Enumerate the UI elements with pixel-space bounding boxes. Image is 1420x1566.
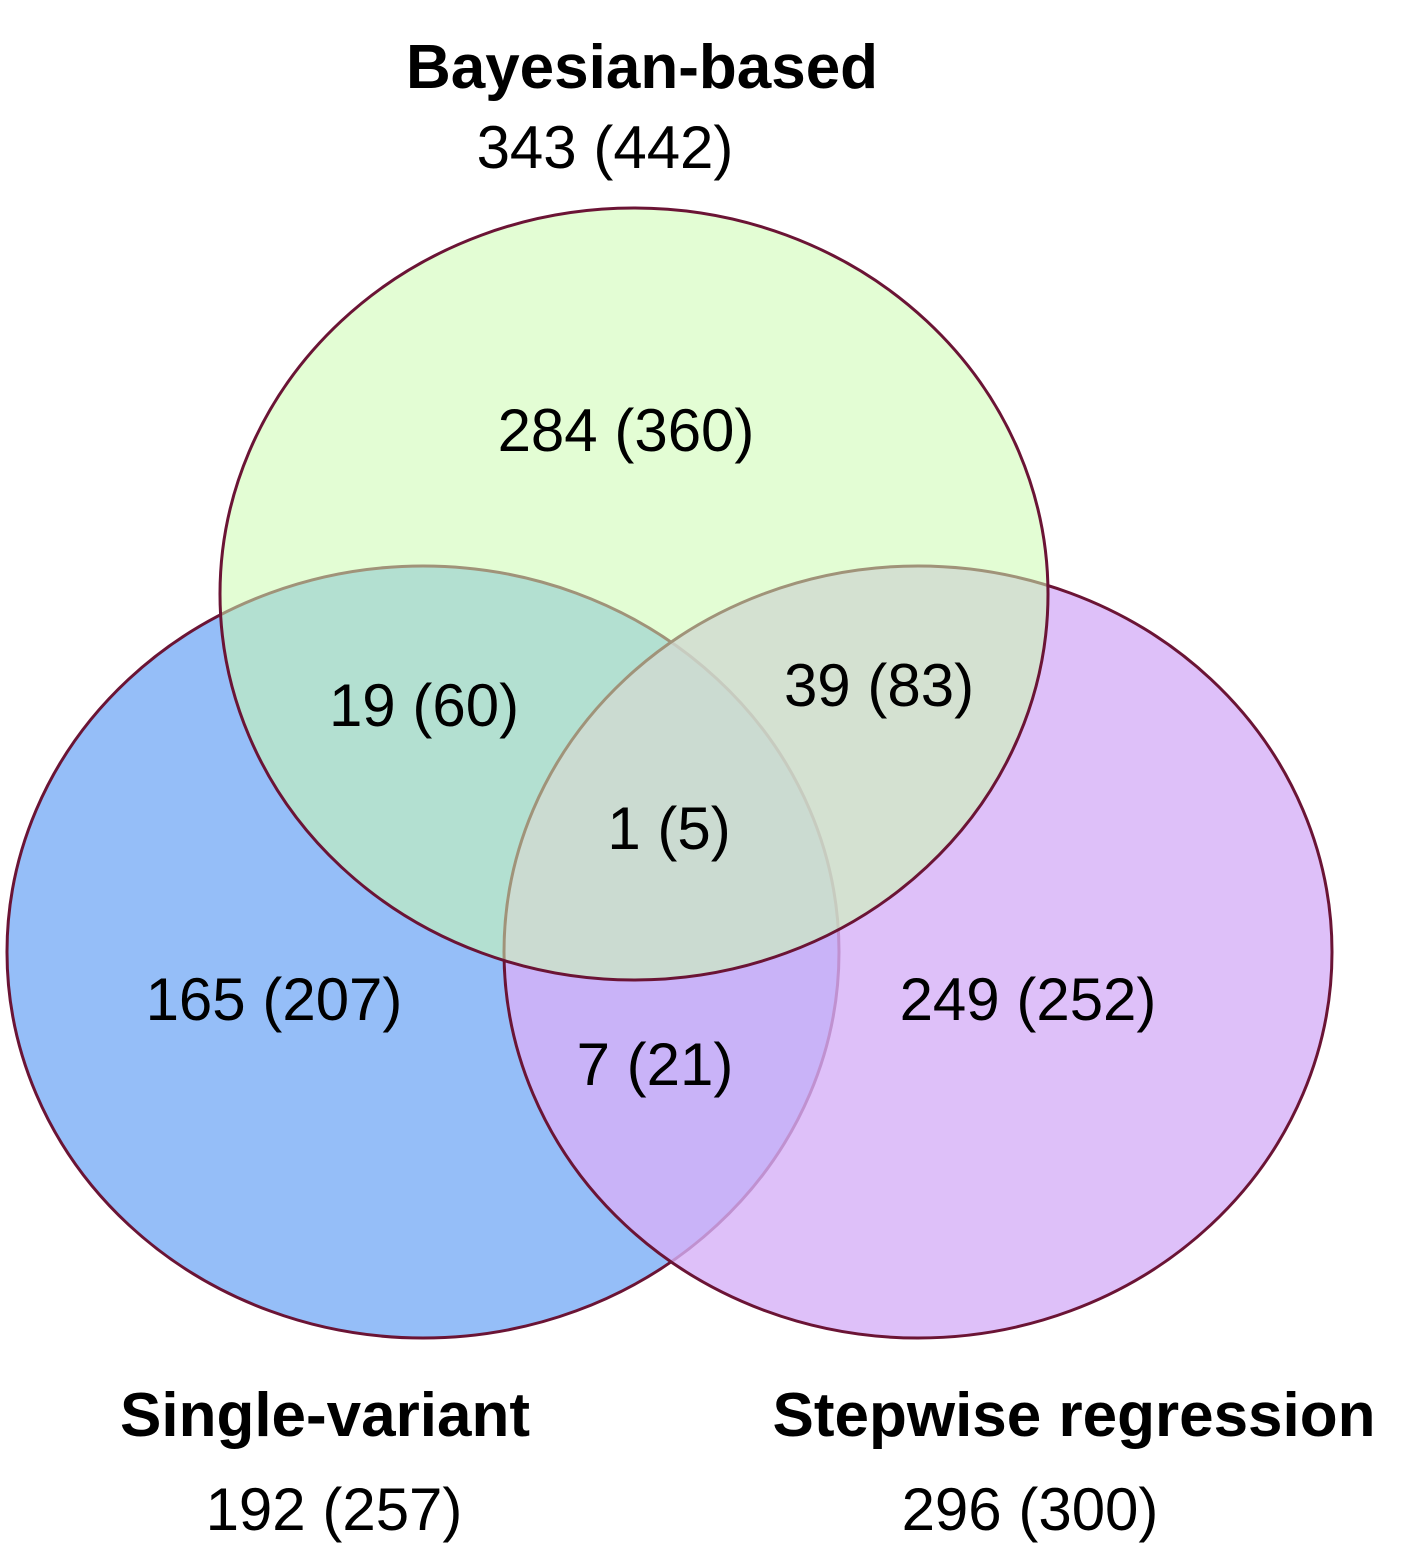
- region-bayesian-stepwise: 39 (83): [784, 652, 974, 719]
- bayesian-based-total: 343 (442): [477, 114, 734, 181]
- single-variant-total: 192 (257): [206, 1476, 463, 1543]
- region-bayesian-single: 19 (60): [329, 672, 519, 739]
- bayesian-based-title: Bayesian-based: [406, 33, 878, 102]
- region-all-three: 1 (5): [607, 795, 730, 862]
- region-bayesian-only: 284 (360): [498, 397, 755, 464]
- single-variant-title: Single-variant: [120, 1381, 530, 1450]
- stepwise-regression-title: Stepwise regression: [772, 1381, 1375, 1450]
- stepwise-regression-total: 296 (300): [902, 1476, 1159, 1543]
- region-single-stepwise: 7 (21): [577, 1031, 734, 1098]
- bayesian-based-circle: [218, 206, 1050, 982]
- region-stepwise-only: 249 (252): [900, 966, 1157, 1033]
- region-single-only: 165 (207): [146, 966, 403, 1033]
